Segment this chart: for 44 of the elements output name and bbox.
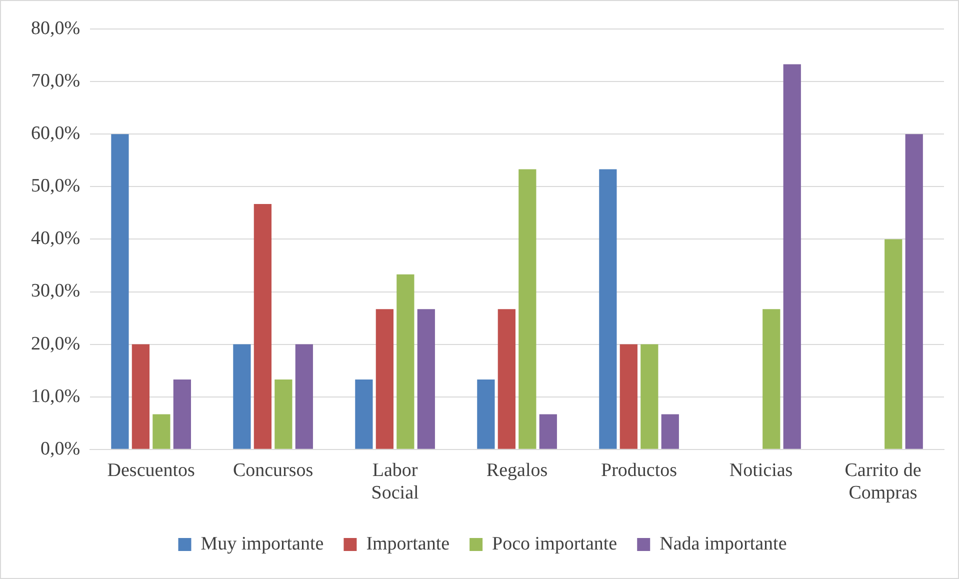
bar bbox=[355, 380, 373, 449]
legend-label: Nada importante bbox=[660, 533, 787, 554]
bar bbox=[111, 134, 129, 449]
y-tick-label: 60,0% bbox=[31, 123, 80, 144]
bar bbox=[620, 344, 638, 449]
x-tick-label: Noticias bbox=[729, 460, 793, 481]
bar bbox=[396, 274, 414, 449]
x-tick-label: Regalos bbox=[486, 460, 548, 481]
y-tick-label: 0,0% bbox=[40, 438, 80, 460]
y-tick-label: 20,0% bbox=[31, 333, 80, 354]
x-tick-label: Labor Social bbox=[371, 460, 419, 504]
bar bbox=[295, 344, 313, 449]
y-tick-label: 50,0% bbox=[31, 176, 80, 197]
legend-label: Poco importante bbox=[492, 533, 618, 554]
bar bbox=[599, 169, 617, 449]
bar bbox=[783, 64, 801, 449]
legend-label: Muy importante bbox=[200, 533, 324, 554]
bar bbox=[152, 414, 170, 449]
x-tick-label: Descuentos bbox=[107, 460, 195, 481]
y-tick-label: 80,0% bbox=[31, 18, 80, 39]
x-tick-label: Productos bbox=[601, 460, 678, 481]
x-tick-label: Carrito de Compras bbox=[844, 460, 922, 504]
bar bbox=[254, 204, 272, 449]
bar bbox=[498, 309, 516, 449]
bar bbox=[132, 344, 150, 449]
bar bbox=[233, 344, 251, 449]
bar bbox=[884, 239, 902, 449]
bar bbox=[518, 169, 536, 449]
bar bbox=[376, 309, 394, 449]
y-tick-label: 70,0% bbox=[31, 70, 80, 92]
bar bbox=[173, 380, 191, 449]
y-tick-label: 30,0% bbox=[31, 280, 80, 302]
bar bbox=[274, 380, 292, 449]
bar bbox=[762, 309, 780, 449]
bar bbox=[539, 414, 557, 449]
y-tick-label: 40,0% bbox=[31, 228, 80, 250]
bar bbox=[640, 344, 658, 449]
bar bbox=[905, 134, 923, 449]
bar bbox=[477, 380, 495, 449]
legend-label: Importante bbox=[366, 533, 450, 554]
x-tick-label: Concursos bbox=[232, 460, 314, 481]
y-tick-label: 10,0% bbox=[31, 386, 80, 407]
bar bbox=[661, 414, 679, 449]
bar bbox=[417, 309, 435, 449]
